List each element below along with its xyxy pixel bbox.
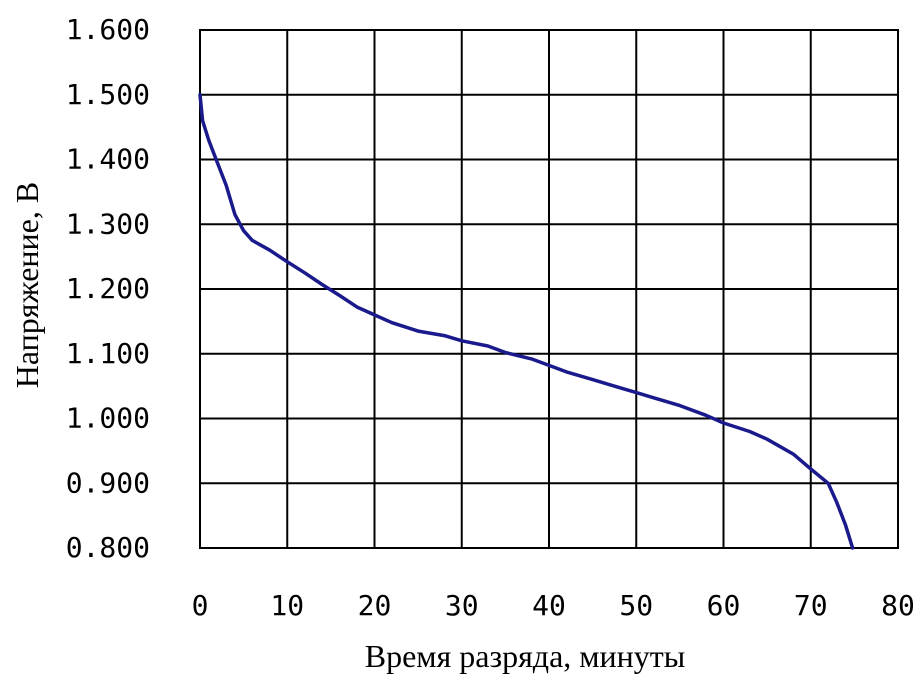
y-axis-tick-labels: 1.600 1.500 1.400 1.300 1.200 1.100 1.000 0.900… (66, 13, 150, 564)
y-tick-label: 1.600 (66, 13, 150, 46)
x-axis-title: Время разряда, минуты (365, 638, 686, 674)
y-tick-label: 1.200 (66, 272, 150, 305)
x-tick-label: 60 (707, 589, 741, 622)
y-axis-title: Напряжение, В (9, 182, 45, 388)
series-layer (198, 93, 855, 550)
x-axis-tick-labels: 0 10 20 30 40 50 60 70 80 (192, 589, 915, 622)
series-line-voltage (198, 93, 855, 550)
y-tick-label: 1.300 (66, 207, 150, 240)
x-tick-label: 40 (532, 589, 566, 622)
y-tick-label: 0.800 (66, 531, 150, 564)
y-tick-label: 1.500 (66, 78, 150, 111)
x-tick-label: 20 (358, 589, 392, 622)
grid (199, 29, 899, 549)
x-tick-label: 10 (270, 589, 304, 622)
x-tick-label: 50 (619, 589, 653, 622)
y-tick-label: 0.900 (66, 466, 150, 499)
y-tick-label: 1.000 (66, 402, 150, 435)
y-tick-label: 1.100 (66, 337, 150, 370)
x-tick-label: 30 (445, 589, 479, 622)
x-tick-label: 0 (192, 589, 209, 622)
x-tick-label: 80 (881, 589, 915, 622)
y-tick-label: 1.400 (66, 143, 150, 176)
x-tick-label: 70 (794, 589, 828, 622)
